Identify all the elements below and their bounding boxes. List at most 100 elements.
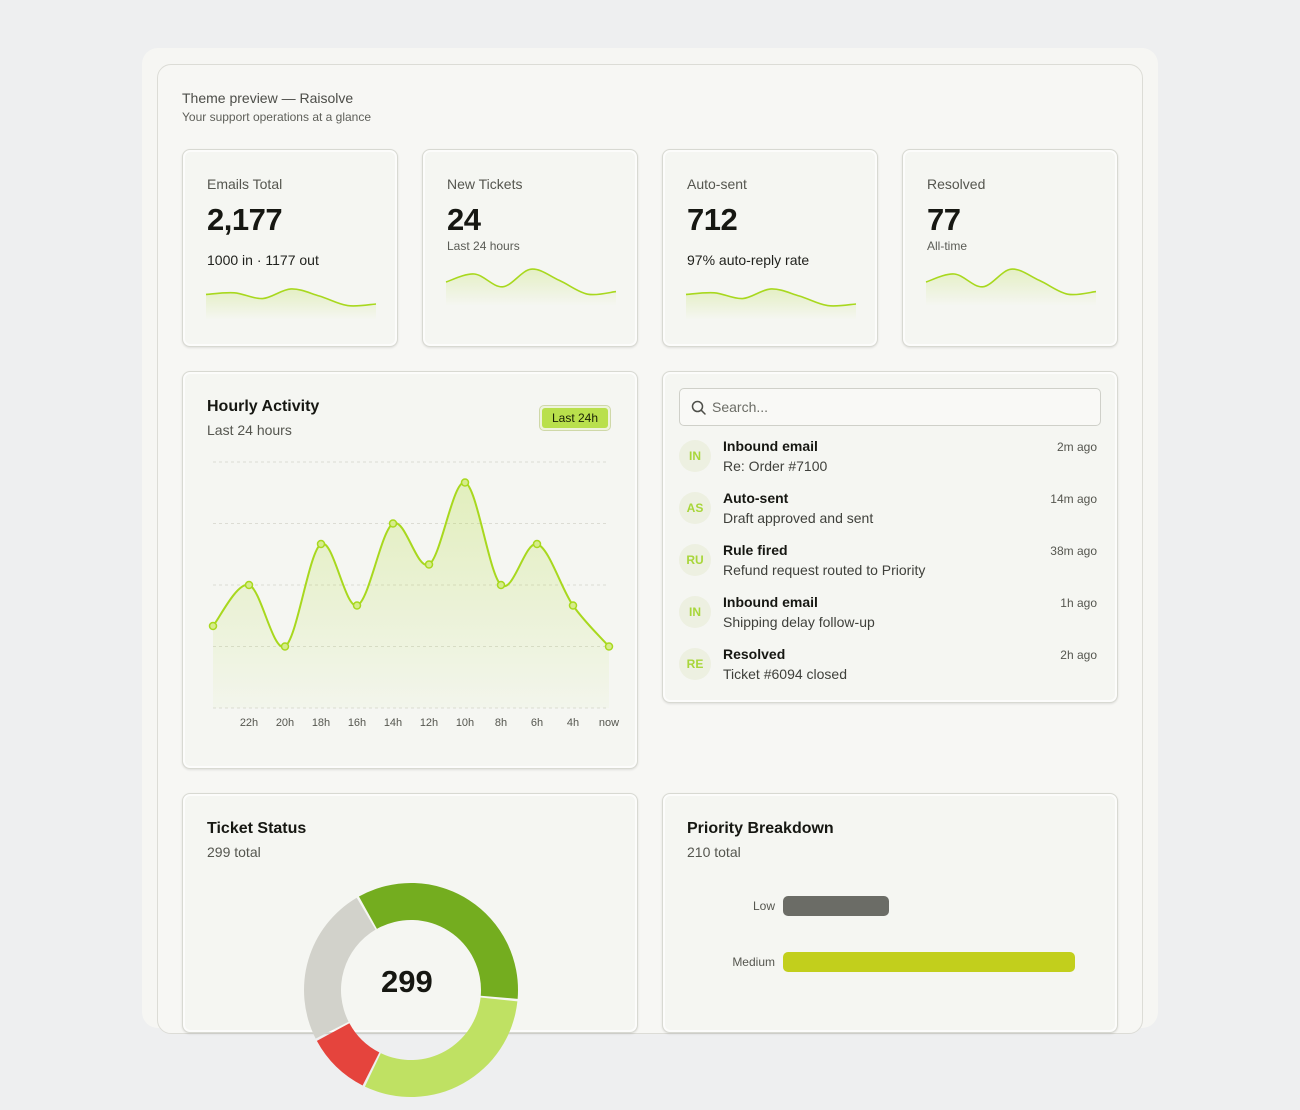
stat-card-auto-sent: Auto-sent 712 97% auto-reply rate xyxy=(662,149,878,347)
stat-subtext: 97% auto-reply rate xyxy=(687,252,810,268)
stat-card-resolved: Resolved 77 All-time xyxy=(902,149,1118,347)
x-tick-label: 14h xyxy=(384,717,402,729)
avatar: IN xyxy=(679,440,711,472)
data-point xyxy=(604,642,614,651)
range-toggle-label: Last 24h xyxy=(542,408,608,428)
x-tick-label: 8h xyxy=(495,717,507,729)
feed-item[interactable]: RU Rule fired Refund request routed to P… xyxy=(679,542,1101,588)
feed-item-time: 1h ago xyxy=(1060,596,1097,610)
stat-subtext: Last 24 hours xyxy=(447,239,520,253)
avatar: RU xyxy=(679,544,711,576)
data-point xyxy=(460,478,470,487)
sparkline xyxy=(205,288,377,320)
feed-item-title: Inbound email xyxy=(723,594,818,610)
data-point xyxy=(568,601,578,610)
x-tick-label: 18h xyxy=(312,717,330,729)
data-point xyxy=(388,519,398,528)
stat-value: 24 xyxy=(447,202,481,237)
sparkline-line xyxy=(685,288,857,307)
x-tick-label: 22h xyxy=(240,717,258,729)
feed-item-description: Re: Order #7100 xyxy=(723,458,828,474)
donut-segment xyxy=(304,897,376,1039)
feed-item-description: Refund request routed to Priority xyxy=(723,562,926,578)
stat-subtext: 1000 in · 1177 out xyxy=(207,252,319,268)
x-tick-label: 4h xyxy=(567,717,579,729)
search-box[interactable] xyxy=(679,388,1101,426)
feed-item-time: 2m ago xyxy=(1056,440,1097,454)
feed-item-description: Shipping delay follow-up xyxy=(723,614,875,630)
range-toggle-button[interactable]: Last 24h xyxy=(539,405,611,431)
feed-item-title: Inbound email xyxy=(723,438,818,454)
card-subtitle: 210 total xyxy=(687,844,741,860)
priority-breakdown-card: Priority Breakdown 210 total Low Medium xyxy=(662,793,1118,1033)
avatar: RE xyxy=(679,648,711,680)
search-input[interactable] xyxy=(712,397,1092,417)
x-tick-label: 16h xyxy=(348,717,366,729)
sparkline xyxy=(925,268,1097,306)
sparkline-line xyxy=(205,288,377,307)
sparkline xyxy=(445,268,617,306)
stat-card-emails-total: Emails Total 2,177 1000 in · 1177 out xyxy=(182,149,398,347)
x-tick-label: now xyxy=(599,717,619,729)
x-tick-label: 10h xyxy=(456,717,474,729)
x-tick-label: 20h xyxy=(276,717,294,729)
sparkline-area xyxy=(686,288,856,320)
sparkline-line xyxy=(445,268,617,296)
feed-item[interactable]: IN Inbound email Shipping delay follow-u… xyxy=(679,594,1101,640)
sparkline-area xyxy=(206,288,376,320)
feed-item-description: Draft approved and sent xyxy=(723,510,874,526)
hourly-activity-chart: 22h 20h 18h 16h 14h 12h 10h 8h 6h 4h now xyxy=(208,461,619,729)
donut-segment xyxy=(364,997,518,1097)
avatar: AS xyxy=(679,492,711,524)
search-icon xyxy=(691,400,706,415)
stat-label: Auto-sent xyxy=(687,176,747,192)
sparkline-area xyxy=(446,269,616,306)
stat-value: 77 xyxy=(927,202,961,237)
feed-item-time: 2h ago xyxy=(1060,648,1097,662)
stat-label: Emails Total xyxy=(207,176,283,192)
card-subtitle: Last 24 hours xyxy=(207,422,292,438)
priority-label: Low xyxy=(752,899,775,913)
stat-value: 712 xyxy=(687,202,738,237)
data-point xyxy=(424,560,434,569)
feed-item-title: Resolved xyxy=(723,646,786,662)
page-subtitle: Your support operations at a glance xyxy=(182,110,372,124)
ticket-status-card: Ticket Status 299 total 299 xyxy=(182,793,638,1097)
stat-card-new-tickets: New Tickets 24 Last 24 hours xyxy=(422,149,638,347)
feed-item-description: Ticket #6094 closed xyxy=(723,666,847,682)
stat-subtext: All-time xyxy=(927,239,968,253)
stat-value: 2,177 xyxy=(207,202,283,237)
feed-item-title: Auto-sent xyxy=(723,490,789,506)
donut-center-total: 299 xyxy=(381,964,433,999)
avatar: IN xyxy=(679,596,711,628)
feed-item-title: Rule fired xyxy=(723,542,788,558)
page-title: Theme preview — Raisolve xyxy=(182,90,354,106)
data-point xyxy=(532,539,542,549)
feed-item[interactable]: AS Auto-sent Draft approved and sent 14m… xyxy=(679,490,1101,536)
feed-item[interactable]: RE Resolved Ticket #6094 closed 2h ago xyxy=(679,646,1101,692)
sparkline xyxy=(685,288,857,320)
sparkline-line xyxy=(925,268,1097,296)
stat-label: Resolved xyxy=(927,176,986,192)
priority-label: Medium xyxy=(732,955,775,969)
data-point xyxy=(208,621,218,631)
card-subtitle: 299 total xyxy=(207,844,261,860)
hourly-activity-card: Hourly Activity Last 24 hours Last 24h 2… xyxy=(182,371,638,769)
feed-item[interactable]: IN Inbound email Re: Order #7100 2m ago xyxy=(679,438,1101,484)
x-tick-label: 6h xyxy=(531,717,543,729)
feed-item-time: 14m ago xyxy=(1050,492,1097,506)
data-point xyxy=(280,642,290,651)
data-point xyxy=(496,580,506,590)
card-title: Hourly Activity xyxy=(207,398,320,415)
data-point xyxy=(316,539,326,549)
priority-bar-medium xyxy=(783,952,1075,972)
card-title: Ticket Status xyxy=(207,820,307,837)
stat-label: New Tickets xyxy=(447,176,523,192)
sparkline-area xyxy=(926,269,1096,306)
area-fill xyxy=(213,482,609,708)
data-point xyxy=(244,580,254,590)
feed-item-time: 38m ago xyxy=(1050,544,1097,558)
data-point xyxy=(352,601,362,610)
donut-segment xyxy=(358,883,518,999)
card-title: Priority Breakdown xyxy=(687,820,834,837)
